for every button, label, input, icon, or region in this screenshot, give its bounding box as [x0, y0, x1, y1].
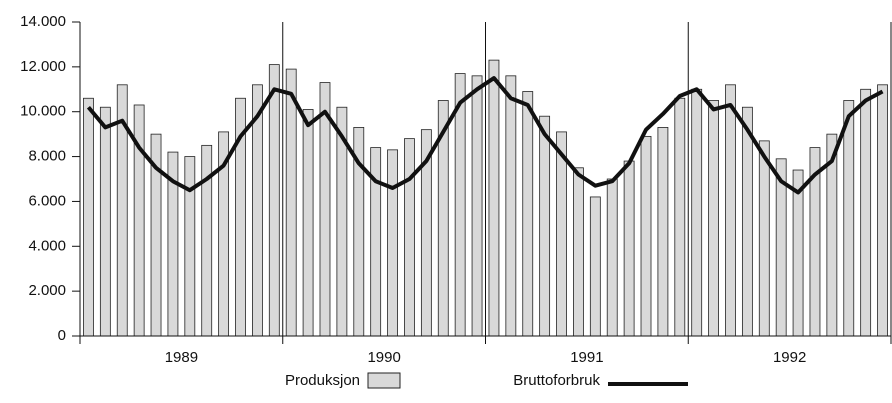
- bar: [640, 135, 652, 337]
- bar: [792, 169, 804, 337]
- bar: [99, 106, 111, 337]
- x-tick-label: 1990: [367, 349, 400, 366]
- y-tick-label: 10.000: [20, 103, 66, 120]
- line: [86, 76, 884, 195]
- bar: [268, 64, 280, 337]
- legend-label: Produksjon: [285, 372, 360, 389]
- bar: [302, 109, 314, 337]
- bar: [843, 100, 855, 337]
- x-tick-label: 1992: [773, 349, 806, 366]
- bar: [539, 115, 551, 337]
- legend-swatch: [367, 372, 401, 389]
- bar: [708, 100, 719, 337]
- y-tick-label: 2.000: [28, 282, 66, 299]
- bar: [877, 84, 888, 337]
- bar: [657, 127, 669, 337]
- x-tick-label: 1991: [570, 349, 603, 366]
- bar: [860, 88, 872, 337]
- bar: [522, 91, 534, 337]
- bar: [623, 160, 635, 337]
- legend-label: Bruttoforbruk: [513, 372, 600, 389]
- bar: [184, 156, 196, 337]
- y-tick-label: 12.000: [20, 58, 66, 75]
- bar: [691, 88, 703, 337]
- bar: [404, 138, 415, 337]
- bar: [725, 84, 736, 337]
- bar: [387, 149, 398, 337]
- y-tick-label: 14.000: [20, 13, 66, 30]
- bar: [319, 82, 331, 337]
- y-tick-label: 8.000: [28, 148, 66, 165]
- bar: [471, 75, 483, 337]
- bar: [674, 97, 686, 337]
- bar: [83, 97, 94, 337]
- bar: [606, 178, 618, 337]
- bar: [573, 167, 584, 337]
- bar: [505, 75, 517, 337]
- bar: [454, 73, 466, 337]
- y-tick-label: 4.000: [28, 237, 66, 254]
- y-tick-label: 0: [58, 327, 66, 344]
- x-tick-label: 1989: [165, 349, 198, 366]
- bar: [556, 131, 567, 337]
- bar: [285, 68, 297, 337]
- bar: [758, 140, 770, 337]
- bar: [741, 106, 753, 337]
- bar: [488, 59, 500, 337]
- y-tick-label: 6.000: [28, 192, 66, 209]
- bar: [589, 196, 601, 337]
